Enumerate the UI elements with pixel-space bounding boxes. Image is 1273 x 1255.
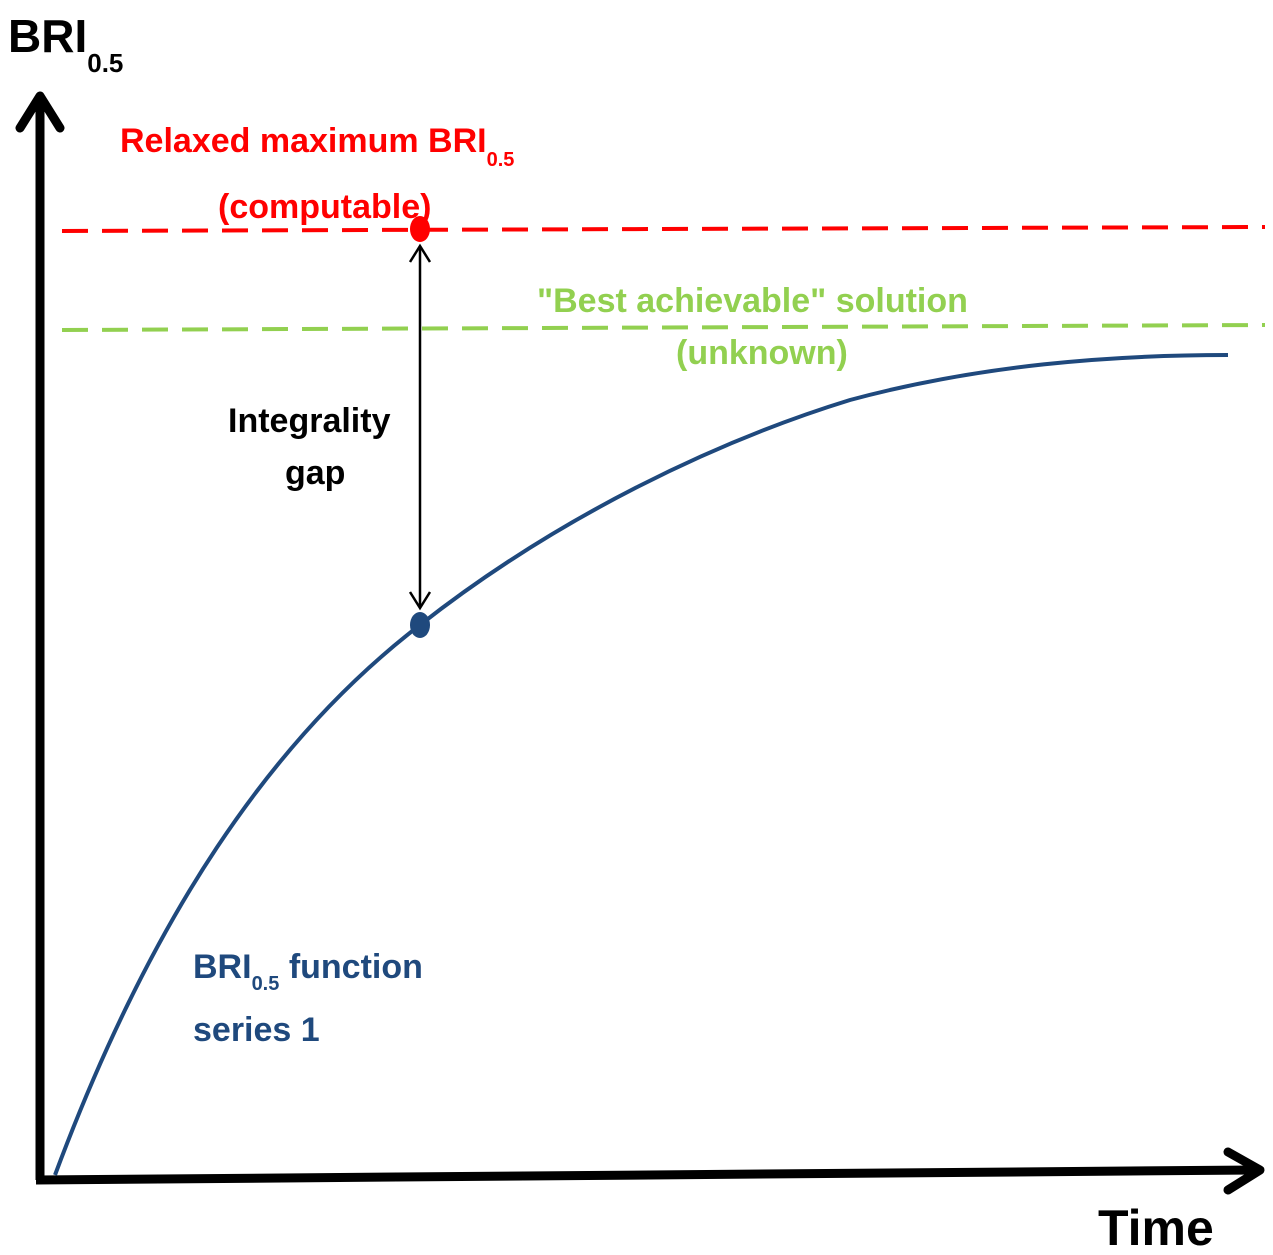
relaxed-label-line1: Relaxed maximum BRI0.5 <box>120 122 514 171</box>
gap-label-line2: gap <box>285 454 345 492</box>
curve-label-sub: 0.5 <box>252 973 280 995</box>
curve-point <box>410 612 430 638</box>
bri-function-curve <box>53 353 1229 1176</box>
best-achievable-line <box>61 323 1266 332</box>
relaxed-max-point <box>410 216 430 242</box>
y-axis-arrowhead <box>15 91 65 133</box>
x-axis-label: Time <box>1098 1200 1214 1255</box>
y-axis-label-sub: 0.5 <box>87 48 123 78</box>
axes <box>15 91 1265 1195</box>
gap-label-line1: Integrality <box>228 402 391 440</box>
relaxed-label-sub: 0.5 <box>487 149 515 171</box>
y-axis-label-main: BRI <box>8 10 87 62</box>
best-label-line2: (unknown) <box>676 334 848 372</box>
relaxed-max-line <box>61 225 1266 233</box>
curve-label-line1: BRI0.5 function <box>193 948 423 995</box>
curve-label-main: BRI <box>193 948 252 986</box>
relaxed-label-line2: (computable) <box>218 188 431 226</box>
integrality-gap-arrow <box>408 243 432 611</box>
curve-label-suffix: function <box>279 948 423 986</box>
x-axis-arrowhead <box>1223 1147 1265 1195</box>
y-axis-label: BRI0.5 <box>8 10 123 78</box>
curve-label-line2: series 1 <box>193 1011 320 1049</box>
relaxed-label-main: Relaxed maximum BRI <box>120 122 487 160</box>
x-axis <box>35 1165 1256 1185</box>
best-label-line1: "Best achievable" solution <box>537 282 968 320</box>
